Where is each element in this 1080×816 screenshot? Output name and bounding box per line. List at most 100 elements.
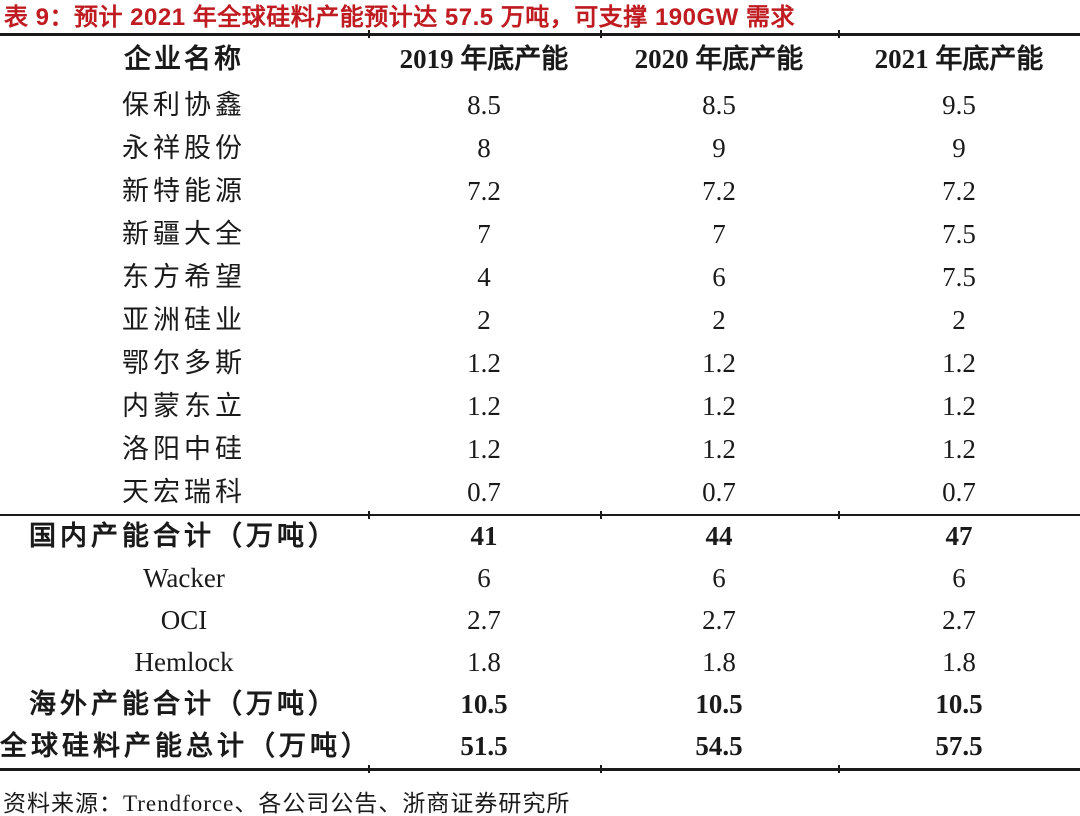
table-row: 洛阳中硅 1.2 1.2 1.2	[0, 428, 1080, 471]
column-divider-tick	[599, 511, 602, 519]
table-row: 亚洲硅业 2 2 2	[0, 299, 1080, 342]
capacity-value-cell: 1.2	[702, 433, 736, 464]
capacity-value-cell: 7.2	[702, 175, 736, 206]
table-body-domestic: 保利协鑫 8.5 8.5 9.5 永祥股份 8 9 9 新特能源 7.2 7.2 7.2 新疆大全 7 7 7…	[0, 84, 1080, 514]
company-name-cell: 亚洲硅业	[121, 304, 246, 335]
company-name-cell: 国内产能合计（万吨）	[28, 521, 339, 552]
capacity-value-cell: 1.2	[942, 347, 976, 378]
table-row: 内蒙东立 1.2 1.2 1.2	[0, 385, 1080, 428]
company-name-cell: 东方希望	[121, 261, 246, 292]
capacity-value-cell: 7	[477, 218, 491, 249]
capacity-value-cell: 0.7	[467, 476, 501, 507]
column-header-2020: 2020 年底产能	[634, 44, 804, 75]
capacity-value-cell: 4	[477, 261, 491, 292]
table-row: 新疆大全 7 7 7.5	[0, 213, 1080, 256]
capacity-value-cell: 10.5	[460, 689, 508, 720]
table-row: Hemlock 1.8 1.8 1.8	[0, 642, 1080, 684]
capacity-value-cell: 44	[705, 521, 733, 552]
table-row: 保利协鑫 8.5 8.5 9.5	[0, 84, 1080, 127]
capacity-value-cell: 9	[712, 132, 726, 163]
column-divider-tick	[837, 30, 840, 38]
capacity-value-cell: 1.2	[702, 390, 736, 421]
capacity-value-cell: 51.5	[460, 731, 508, 762]
capacity-value-cell: 1.8	[467, 647, 501, 678]
company-name-cell: 内蒙东立	[121, 390, 246, 421]
capacity-value-cell: 41	[470, 521, 498, 552]
table-row: 鄂尔多斯 1.2 1.2 1.2	[0, 342, 1080, 385]
column-divider-tick	[599, 765, 602, 773]
capacity-value-cell: 1.2	[942, 390, 976, 421]
capacity-value-cell: 1.2	[467, 390, 501, 421]
capacity-value-cell: 6	[952, 563, 966, 594]
capacity-value-cell: 6	[712, 563, 726, 594]
capacity-value-cell: 8.5	[702, 89, 736, 120]
table-row: 国内产能合计（万吨） 41 44 47	[0, 516, 1080, 558]
capacity-value-cell: 7.2	[942, 175, 976, 206]
capacity-value-cell: 8	[477, 132, 491, 163]
capacity-value-cell: 9.5	[942, 89, 976, 120]
table-row: 新特能源 7.2 7.2 7.2	[0, 170, 1080, 213]
capacity-value-cell: 1.2	[942, 433, 976, 464]
capacity-value-cell: 1.8	[942, 647, 976, 678]
column-divider-tick	[599, 30, 602, 38]
capacity-value-cell: 47	[945, 521, 973, 552]
capacity-value-cell: 54.5	[695, 731, 743, 762]
company-name-cell: 海外产能合计（万吨）	[28, 689, 339, 720]
column-divider-tick	[367, 511, 370, 519]
column-header-2021: 2021 年底产能	[874, 44, 1044, 75]
column-header-2019: 2019 年底产能	[399, 44, 569, 75]
table-body-summary: 国内产能合计（万吨） 41 44 47 Wacker 6 6 6 OCI 2.7 2.7 2.7 Hem…	[0, 516, 1080, 768]
company-name-cell: 全球硅料产能总计（万吨）	[0, 731, 372, 762]
company-name-cell: 永祥股份	[121, 132, 246, 163]
mid-rule	[0, 511, 1080, 519]
capacity-value-cell: 57.5	[935, 731, 983, 762]
company-name-cell: Hemlock	[134, 647, 234, 678]
capacity-value-cell: 1.2	[467, 433, 501, 464]
company-name-cell: Wacker	[143, 563, 225, 594]
capacity-value-cell: 8.5	[467, 89, 501, 120]
capacity-value-cell: 10.5	[695, 689, 743, 720]
capacity-value-cell: 7	[712, 218, 726, 249]
company-name-cell: 新特能源	[121, 175, 246, 206]
bottom-rule	[0, 765, 1080, 773]
table-row: OCI 2.7 2.7 2.7	[0, 600, 1080, 642]
capacity-value-cell: 2.7	[942, 605, 976, 636]
capacity-value-cell: 6	[477, 563, 491, 594]
capacity-value-cell: 0.7	[702, 476, 736, 507]
capacity-value-cell: 1.8	[702, 647, 736, 678]
column-header-company: 企业名称	[123, 44, 244, 75]
table-row: 永祥股份 8 9 9	[0, 127, 1080, 170]
table-row: 全球硅料产能总计（万吨） 51.5 54.5 57.5	[0, 726, 1080, 768]
table-row: 天宏瑞科 0.7 0.7 0.7	[0, 471, 1080, 514]
column-divider-tick	[837, 511, 840, 519]
top-rule	[0, 30, 1080, 38]
company-name-cell: 洛阳中硅	[121, 433, 246, 464]
column-divider-tick	[367, 765, 370, 773]
capacity-value-cell: 0.7	[942, 476, 976, 507]
column-divider-tick	[837, 765, 840, 773]
capacity-value-cell: 9	[952, 132, 966, 163]
company-name-cell: 鄂尔多斯	[121, 347, 246, 378]
capacity-value-cell: 1.2	[702, 347, 736, 378]
company-name-cell: OCI	[160, 605, 208, 636]
source-note: 资料来源：Trendforce、各公司公告、浙商证券研究所	[3, 791, 571, 816]
table-header-row: 企业名称 2019 年底产能 2020 年底产能 2021 年底产能	[0, 36, 1080, 84]
capacity-value-cell: 2.7	[467, 605, 501, 636]
capacity-value-cell: 7.2	[467, 175, 501, 206]
capacity-value-cell: 10.5	[935, 689, 983, 720]
capacity-value-cell: 7.5	[942, 261, 976, 292]
capacity-value-cell: 2	[712, 304, 726, 335]
table-title: 表 9：预计 2021 年全球硅料产能预计达 57.5 万吨，可支撑 190GW…	[4, 4, 795, 31]
table-row: 东方希望 4 6 7.5	[0, 256, 1080, 299]
column-divider-tick	[367, 30, 370, 38]
company-name-cell: 天宏瑞科	[121, 476, 246, 507]
table-row: Wacker 6 6 6	[0, 558, 1080, 600]
table-row: 海外产能合计（万吨） 10.5 10.5 10.5	[0, 684, 1080, 726]
capacity-value-cell: 2	[477, 304, 491, 335]
company-name-cell: 新疆大全	[121, 218, 246, 249]
capacity-value-cell: 2.7	[702, 605, 736, 636]
capacity-value-cell: 6	[712, 261, 726, 292]
company-name-cell: 保利协鑫	[121, 89, 246, 120]
capacity-value-cell: 2	[952, 304, 966, 335]
